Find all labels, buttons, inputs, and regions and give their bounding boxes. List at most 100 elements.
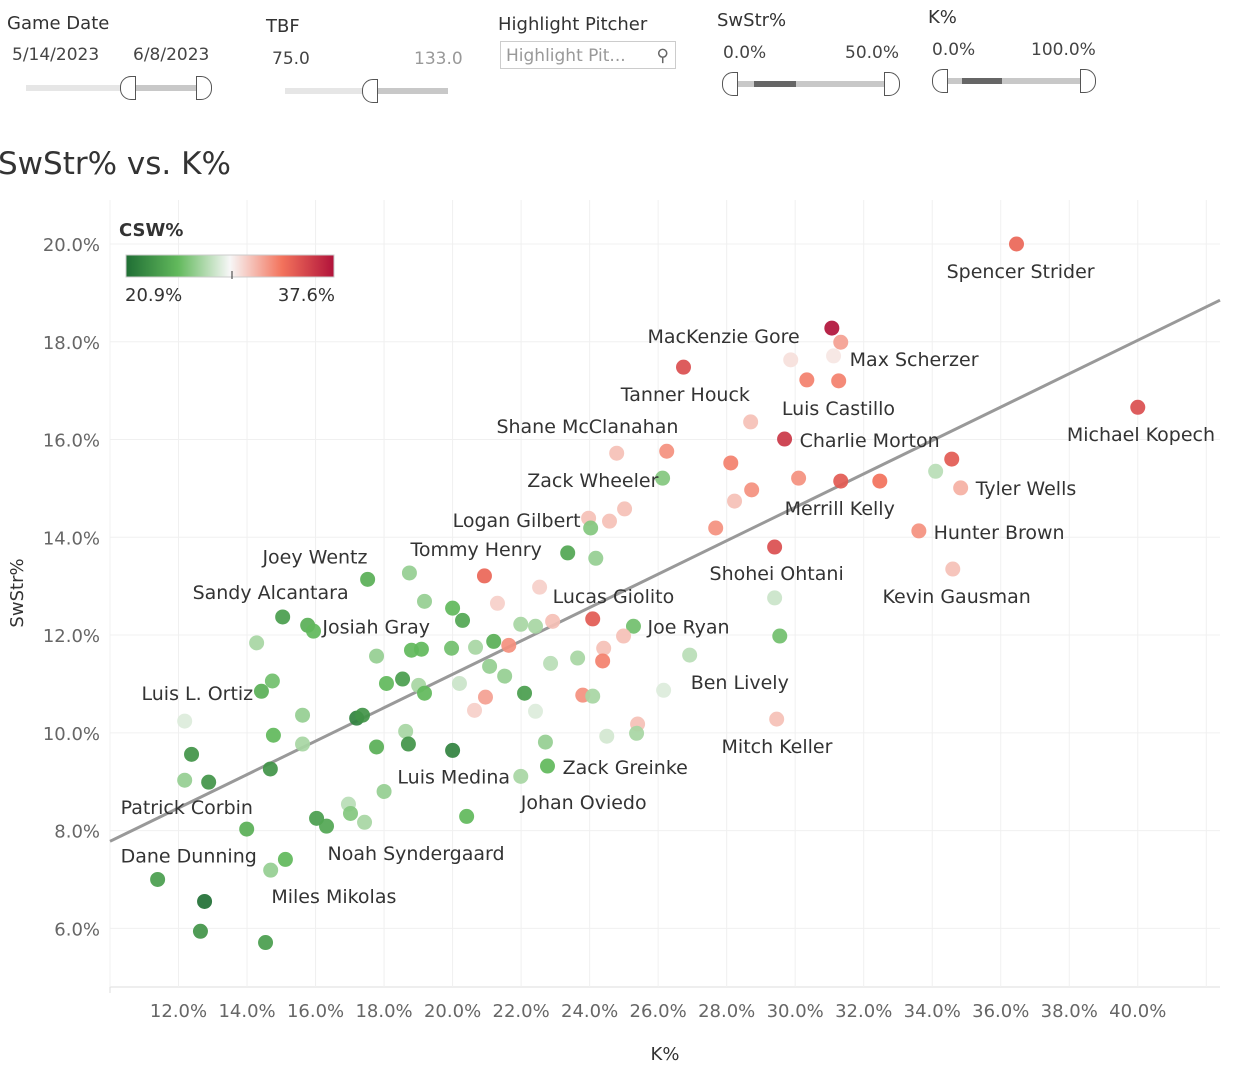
data-point[interactable]	[513, 768, 529, 784]
data-point[interactable]	[398, 723, 414, 739]
data-point[interactable]	[767, 590, 783, 606]
data-point[interactable]	[319, 818, 335, 834]
data-point[interactable]	[177, 772, 193, 788]
data-point[interactable]	[192, 923, 208, 939]
data-point[interactable]	[378, 675, 394, 691]
data-point[interactable]	[826, 348, 842, 364]
data-point[interactable]	[727, 493, 743, 509]
data-point[interactable]	[777, 431, 793, 447]
data-point[interactable]	[723, 455, 739, 471]
data-point[interactable]	[617, 501, 633, 517]
data-point[interactable]	[659, 443, 675, 459]
data-point[interactable]	[602, 513, 617, 529]
data-point[interactable]	[459, 808, 475, 824]
tbf-min-handle[interactable]	[362, 79, 378, 103]
data-point[interactable]	[482, 658, 498, 674]
data-point[interactable]	[616, 628, 632, 644]
data-point[interactable]	[772, 628, 788, 644]
data-point[interactable]	[477, 689, 493, 705]
data-point[interactable]	[543, 655, 559, 671]
data-point[interactable]	[357, 814, 373, 830]
data-point[interactable]	[451, 675, 467, 691]
data-point[interactable]	[682, 647, 698, 663]
data-point[interactable]	[831, 373, 847, 389]
data-point[interactable]	[445, 742, 461, 758]
data-point[interactable]	[585, 688, 601, 704]
data-point[interactable]	[343, 805, 358, 821]
data-point[interactable]	[656, 682, 672, 698]
search-icon[interactable]: ⚲	[656, 46, 669, 66]
data-point[interactable]	[277, 851, 293, 867]
data-point[interactable]	[417, 593, 432, 609]
data-point[interactable]	[676, 359, 691, 375]
data-point[interactable]	[539, 758, 555, 774]
data-point[interactable]	[1130, 399, 1146, 415]
data-point[interactable]	[708, 520, 724, 536]
data-point[interactable]	[791, 470, 807, 486]
data-point[interactable]	[468, 639, 484, 655]
data-point[interactable]	[413, 641, 429, 657]
data-point[interactable]	[783, 352, 799, 368]
data-point[interactable]	[501, 637, 517, 653]
data-point[interactable]	[655, 470, 671, 486]
data-point[interactable]	[629, 725, 645, 741]
data-point[interactable]	[585, 611, 601, 627]
data-point[interactable]	[177, 713, 193, 729]
data-point[interactable]	[1009, 236, 1024, 252]
data-point[interactable]	[953, 480, 969, 496]
data-point[interactable]	[625, 618, 641, 634]
data-point[interactable]	[275, 609, 291, 625]
data-point[interactable]	[360, 571, 376, 587]
data-point[interactable]	[769, 711, 785, 727]
game-date-max-handle[interactable]	[196, 76, 212, 100]
swstr-max-handle[interactable]	[884, 72, 900, 96]
data-point[interactable]	[262, 761, 278, 777]
data-point[interactable]	[532, 579, 548, 595]
data-point[interactable]	[295, 736, 311, 752]
data-point[interactable]	[354, 707, 370, 723]
data-point[interactable]	[833, 334, 849, 350]
data-point[interactable]	[400, 736, 416, 752]
data-point[interactable]	[609, 445, 625, 461]
data-point[interactable]	[369, 739, 385, 755]
data-point[interactable]	[596, 640, 612, 656]
data-point[interactable]	[824, 320, 840, 336]
data-point[interactable]	[928, 463, 944, 479]
data-point[interactable]	[799, 372, 815, 388]
k-min-handle[interactable]	[932, 69, 948, 93]
data-point[interactable]	[599, 728, 615, 744]
data-point[interactable]	[595, 653, 611, 669]
data-point[interactable]	[445, 600, 461, 616]
data-point[interactable]	[560, 545, 576, 561]
data-point[interactable]	[455, 612, 471, 628]
data-point[interactable]	[588, 550, 604, 566]
data-point[interactable]	[263, 862, 279, 878]
data-point[interactable]	[258, 935, 274, 951]
data-point[interactable]	[395, 671, 411, 687]
data-point[interactable]	[249, 635, 265, 651]
swstr-min-handle[interactable]	[722, 72, 738, 96]
highlight-pitcher-input[interactable]: Highlight Pit... ⚲	[500, 41, 676, 69]
data-point[interactable]	[911, 523, 927, 539]
data-point[interactable]	[467, 702, 483, 718]
data-point[interactable]	[184, 746, 200, 762]
data-point[interactable]	[537, 734, 553, 750]
data-point[interactable]	[583, 520, 599, 536]
data-point[interactable]	[306, 623, 321, 639]
data-point[interactable]	[376, 783, 392, 799]
data-point[interactable]	[417, 685, 432, 701]
data-point[interactable]	[201, 774, 217, 790]
data-point[interactable]	[767, 539, 783, 555]
data-point[interactable]	[945, 561, 961, 577]
data-point[interactable]	[545, 613, 561, 629]
data-point[interactable]	[239, 821, 255, 837]
data-point[interactable]	[401, 565, 417, 581]
data-point[interactable]	[528, 703, 543, 719]
data-point[interactable]	[295, 707, 311, 723]
data-point[interactable]	[265, 727, 281, 743]
data-point[interactable]	[253, 683, 269, 699]
data-point[interactable]	[476, 568, 492, 584]
data-point[interactable]	[743, 414, 759, 430]
data-point[interactable]	[570, 650, 586, 666]
data-point[interactable]	[497, 668, 513, 684]
